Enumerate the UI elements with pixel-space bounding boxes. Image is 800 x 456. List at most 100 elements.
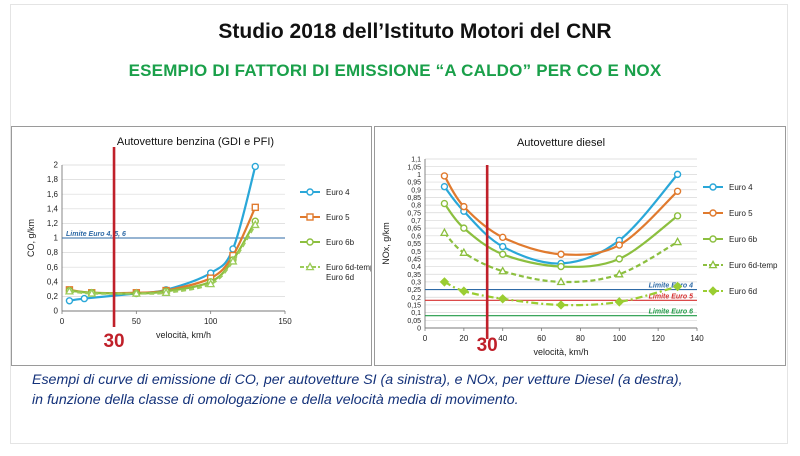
data-point: [500, 244, 506, 250]
reference-line-label: Limite Euro 5: [649, 293, 693, 300]
chart-title: Autovetture diesel: [517, 137, 605, 149]
legend-label: Euro 5: [729, 209, 753, 218]
data-point: [558, 264, 564, 270]
legend-label: Euro 6d: [326, 273, 354, 282]
x-tick-label: 40: [498, 334, 507, 343]
speed-marker-label: 30: [103, 331, 124, 352]
y-tick-label: 0,4: [47, 277, 59, 286]
legend-label: Euro 6b: [326, 238, 355, 247]
y-tick-label: 0,75: [407, 210, 421, 217]
x-axis-label: velocità, km/h: [156, 330, 211, 340]
chart-panel-diesel: Autovetture diesel 0 0,05 0,1 0,15 0,2 0,25 0,3…: [374, 126, 786, 366]
x-tick-label: 100: [613, 334, 627, 343]
y-tick-label: 0,05: [407, 318, 421, 325]
x-tick-label: 150: [278, 317, 292, 326]
y-axis-label: CO, g/km: [26, 219, 36, 257]
y-tick-label: 1,6: [47, 190, 59, 199]
y-tick-label: 0,4: [411, 264, 421, 271]
series-line: [444, 174, 677, 263]
reference-line-label: Limite Euro 4, 5, 6: [66, 231, 126, 238]
legend-label: Euro 6d: [729, 287, 757, 296]
x-tick-label: 20: [459, 334, 468, 343]
y-tick-label: 0,2: [47, 292, 59, 301]
x-tick-label: 0: [423, 334, 428, 343]
legend-marker: [710, 261, 717, 267]
data-point: [252, 163, 258, 169]
legend-label: Euro 5: [326, 213, 350, 222]
y-tick-label: 1: [54, 234, 59, 243]
y-tick-label: 0,6: [47, 263, 59, 272]
legend-marker: [307, 263, 314, 269]
x-tick-label: 100: [204, 317, 218, 326]
data-point: [252, 204, 258, 210]
data-point: [499, 268, 506, 274]
x-tick-label: 60: [537, 334, 546, 343]
y-tick-label: 0,9: [411, 187, 421, 194]
y-tick-label: 0,2: [411, 295, 421, 302]
data-point: [460, 287, 468, 295]
data-point: [441, 229, 448, 235]
data-point: [441, 173, 447, 179]
legend-marker: [307, 239, 313, 245]
y-tick-label: 0,95: [407, 180, 421, 187]
legend-label: Euro 6d-temp: [729, 261, 778, 270]
legend-marker: [709, 287, 717, 295]
y-tick-label: 0,8: [47, 248, 59, 257]
y-tick-label: 2: [54, 161, 59, 170]
y-tick-label: 1,8: [47, 175, 59, 184]
data-point: [500, 251, 506, 257]
y-tick-label: 1,1: [411, 157, 421, 164]
x-tick-label: 0: [60, 317, 65, 326]
legend-label: Euro 6b: [729, 235, 758, 244]
data-point: [557, 301, 565, 309]
x-tick-label: 80: [576, 334, 585, 343]
chart-title: Autovetture benzina (GDI e PFI): [117, 136, 274, 148]
y-tick-label: 0,1: [411, 310, 421, 317]
reference-line-label: Limite Euro 6: [649, 309, 693, 316]
legend-label: Euro 4: [326, 188, 350, 197]
x-tick-label: 50: [132, 317, 141, 326]
legend-marker: [710, 210, 716, 216]
page-title: Studio 2018 dell’Istituto Motori del CNR: [0, 20, 800, 44]
data-point: [500, 234, 506, 240]
y-tick-label: 0,3: [411, 280, 421, 287]
data-point: [461, 204, 467, 210]
chart-diesel-nox: Autovetture diesel00,050,10,150,20,250,3…: [375, 127, 785, 365]
data-point: [616, 242, 622, 248]
data-point: [558, 251, 564, 257]
y-tick-label: 0,65: [407, 226, 421, 233]
legend-marker: [710, 236, 716, 242]
legend-marker: [307, 189, 313, 195]
data-point: [675, 213, 681, 219]
chart-panel-petrol: Autovetture benzina (GDI e PFI) 0 0,2 0,4 0,…: [11, 126, 372, 366]
y-tick-label: 0,55: [407, 241, 421, 248]
figure-caption: Esempi di curve di emissione di CO, per …: [32, 370, 792, 410]
page-subtitle: ESEMPIO DI FATTORI DI EMISSIONE “A CALDO…: [0, 61, 790, 81]
y-tick-label: 0,5: [411, 249, 421, 256]
y-tick-label: 1,4: [47, 204, 59, 213]
data-point: [616, 271, 623, 277]
data-point: [66, 298, 72, 304]
series-line: [69, 207, 255, 293]
y-tick-label: 0,15: [407, 303, 421, 310]
legend-marker: [307, 214, 313, 220]
y-tick-label: 0,35: [407, 272, 421, 279]
y-tick-label: 1,05: [407, 164, 421, 171]
caption-line-1: Esempi di curve di emissione di CO, per …: [32, 370, 792, 390]
legend-label: Euro 4: [729, 183, 753, 192]
y-axis-label: NOx, g/km: [381, 222, 391, 265]
x-tick-label: 120: [651, 334, 665, 343]
data-point: [499, 295, 507, 303]
y-tick-label: 0: [54, 307, 59, 316]
x-axis-label: velocità, km/h: [533, 347, 588, 357]
y-tick-label: 0,7: [411, 218, 421, 225]
y-tick-label: 0,45: [407, 256, 421, 263]
data-point: [558, 278, 565, 284]
y-tick-label: 0,85: [407, 195, 421, 202]
y-tick-label: 1,2: [47, 219, 59, 228]
y-tick-label: 0,8: [411, 203, 421, 210]
data-point: [441, 201, 447, 207]
data-point: [675, 188, 681, 194]
speed-marker-label: 30: [477, 335, 498, 356]
y-tick-label: 0,6: [411, 233, 421, 240]
